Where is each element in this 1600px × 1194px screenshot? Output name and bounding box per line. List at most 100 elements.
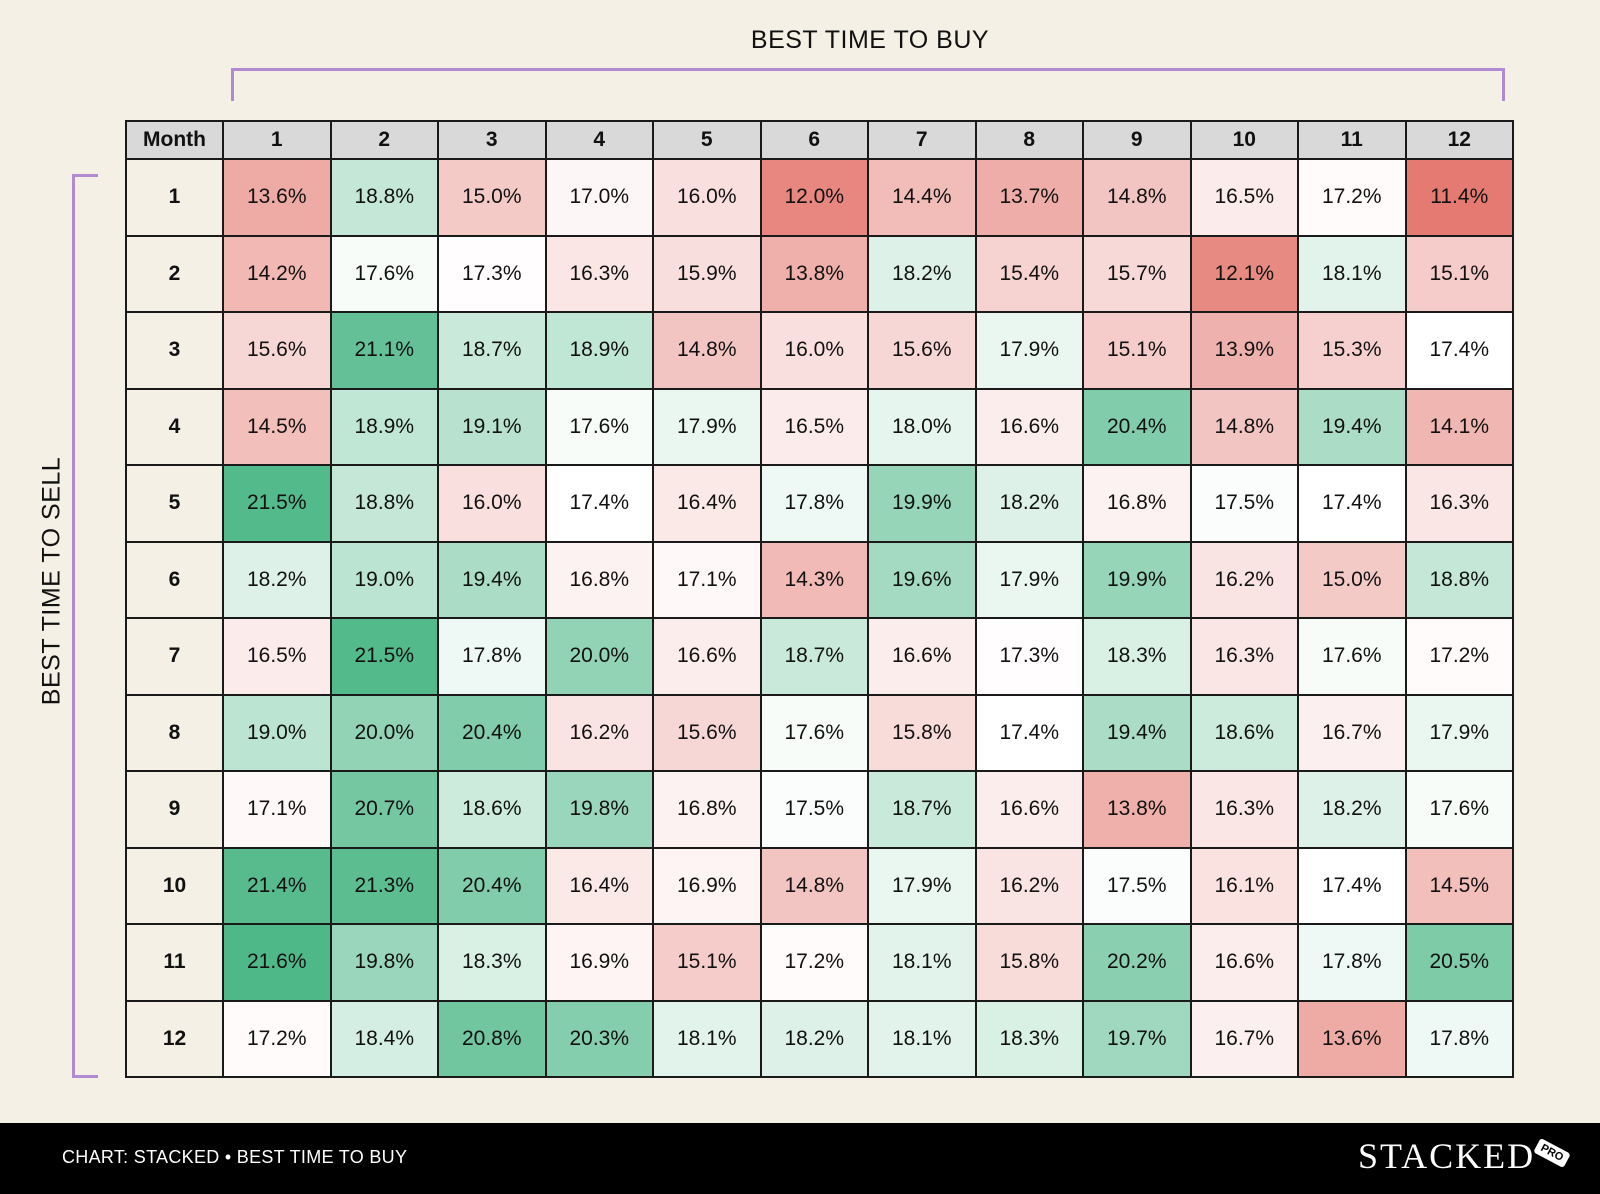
heatmap-cell: 14.2%	[222, 234, 332, 313]
heatmap-cell: 19.4%	[1082, 693, 1192, 772]
heatmap-cell: 17.4%	[544, 464, 654, 543]
heatmap-cell: 16.4%	[652, 464, 762, 543]
source-credit: CHART: STACKED • BEST TIME TO BUY	[62, 1147, 408, 1167]
heatmap-cell: 16.6%	[974, 770, 1084, 849]
heatmap-cell: 20.2%	[1082, 923, 1192, 1002]
table-row: 9 17.1% 20.7% 18.6% 19.8% 16.8% 17.5% 18.7% 16.6…	[125, 770, 1514, 849]
heatmap-cell: 16.8%	[1082, 464, 1192, 543]
heatmap-cell: 15.6%	[652, 693, 762, 772]
row-header: 4	[125, 387, 224, 466]
heatmap-cell: 19.6%	[867, 540, 977, 619]
heatmap-cell: 16.3%	[1404, 464, 1514, 543]
heatmap-cell: 18.6%	[437, 770, 547, 849]
heatmap-cell: 18.3%	[437, 923, 547, 1002]
heatmap-cell: 18.9%	[544, 311, 654, 390]
y-axis-bracket	[72, 174, 98, 1078]
column-header: 8	[974, 120, 1084, 160]
heatmap-cell: 17.2%	[222, 999, 332, 1078]
heatmap-cell: 15.9%	[652, 234, 762, 313]
heatmap-cell: 17.9%	[974, 540, 1084, 619]
heatmap-cell: 18.0%	[867, 387, 977, 466]
heatmap-cell: 15.1%	[1082, 311, 1192, 390]
column-header: 10	[1189, 120, 1299, 160]
heatmap-cell: 20.0%	[329, 693, 439, 772]
heatmap-cell: 21.5%	[329, 617, 439, 696]
heatmap-table: Month 1 2 3 4 5 6 7 8 9 10 11 12 1 13.6% 18.8% 15.0% 17…	[125, 120, 1514, 1078]
heatmap-cell: 21.6%	[222, 923, 332, 1002]
heatmap-cell: 18.2%	[759, 999, 869, 1078]
heatmap-cell: 14.8%	[1189, 387, 1299, 466]
heatmap-cell: 16.5%	[759, 387, 869, 466]
pro-badge: PRO	[1533, 1137, 1571, 1169]
row-header: 8	[125, 693, 224, 772]
heatmap-cell: 18.3%	[1082, 617, 1192, 696]
footer-bar: CHART: STACKED • BEST TIME TO BUY STACKE…	[0, 1123, 1600, 1194]
column-header: 6	[759, 120, 869, 160]
heatmap-cell: 18.2%	[867, 234, 977, 313]
brand-logo: STACKED	[1358, 1136, 1536, 1176]
heatmap-cell: 17.4%	[974, 693, 1084, 772]
heatmap-cell: 17.1%	[652, 540, 762, 619]
heatmap-cell: 17.0%	[544, 158, 654, 237]
heatmap-cell: 16.2%	[974, 846, 1084, 925]
heatmap-cell: 19.1%	[437, 387, 547, 466]
heatmap-cell: 17.4%	[1297, 846, 1407, 925]
row-header: 6	[125, 540, 224, 619]
heatmap-cell: 14.8%	[652, 311, 762, 390]
heatmap-cell: 12.0%	[759, 158, 869, 237]
heatmap-cell: 18.2%	[222, 540, 332, 619]
heatmap-cell: 15.1%	[1404, 234, 1514, 313]
heatmap-cell: 14.5%	[222, 387, 332, 466]
heatmap-cell: 14.3%	[759, 540, 869, 619]
column-header: 12	[1404, 120, 1514, 160]
heatmap-cell: 17.5%	[1189, 464, 1299, 543]
corner-header: Month	[125, 120, 224, 160]
heatmap-cell: 13.8%	[759, 234, 869, 313]
row-header: 3	[125, 311, 224, 390]
heatmap-cell: 21.1%	[329, 311, 439, 390]
table-row: 3 15.6% 21.1% 18.7% 18.9% 14.8% 16.0% 15.6% 17.9…	[125, 311, 1514, 390]
heatmap-cell: 16.3%	[1189, 617, 1299, 696]
column-header: 11	[1297, 120, 1407, 160]
heatmap-cell: 19.7%	[1082, 999, 1192, 1078]
table-row: 8 19.0% 20.0% 20.4% 16.2% 15.6% 17.6% 15.8% 17.4…	[125, 693, 1514, 772]
column-header: 5	[652, 120, 762, 160]
heatmap-cell: 20.4%	[1082, 387, 1192, 466]
heatmap-cell: 15.4%	[974, 234, 1084, 313]
heatmap-cell: 17.6%	[1404, 770, 1514, 849]
heatmap-cell: 12.1%	[1189, 234, 1299, 313]
heatmap-cell: 18.3%	[974, 999, 1084, 1078]
heatmap-cell: 19.9%	[867, 464, 977, 543]
heatmap-cell: 20.4%	[437, 846, 547, 925]
heatmap-cell: 14.4%	[867, 158, 977, 237]
row-header: 1	[125, 158, 224, 237]
row-header: 10	[125, 846, 224, 925]
heatmap-cell: 17.3%	[437, 234, 547, 313]
heatmap-cell: 19.0%	[329, 540, 439, 619]
heatmap-cell: 16.6%	[652, 617, 762, 696]
heatmap-cell: 16.6%	[1189, 923, 1299, 1002]
heatmap-cell: 17.3%	[974, 617, 1084, 696]
heatmap-cell: 17.4%	[1297, 464, 1407, 543]
heatmap-cell: 16.7%	[1297, 693, 1407, 772]
heatmap-cell: 18.8%	[329, 464, 439, 543]
column-header: 4	[544, 120, 654, 160]
heatmap-cell: 13.6%	[222, 158, 332, 237]
heatmap-cell: 17.2%	[759, 923, 869, 1002]
heatmap-cell: 19.8%	[329, 923, 439, 1002]
heatmap-cell: 19.4%	[1297, 387, 1407, 466]
heatmap-cell: 17.2%	[1297, 158, 1407, 237]
heatmap-cell: 17.9%	[867, 846, 977, 925]
heatmap-cell: 18.4%	[329, 999, 439, 1078]
heatmap-cell: 14.1%	[1404, 387, 1514, 466]
heatmap-cell: 16.1%	[1189, 846, 1299, 925]
table-row: 7 16.5% 21.5% 17.8% 20.0% 16.6% 18.7% 16.6% 17.3…	[125, 617, 1514, 696]
heatmap-cell: 19.9%	[1082, 540, 1192, 619]
heatmap-body: 1 13.6% 18.8% 15.0% 17.0% 16.0% 12.0% 14.4% 13.7…	[125, 158, 1514, 1078]
heatmap-cell: 17.2%	[1404, 617, 1514, 696]
heatmap-cell: 17.9%	[652, 387, 762, 466]
heatmap-cell: 18.1%	[652, 999, 762, 1078]
heatmap-cell: 20.3%	[544, 999, 654, 1078]
table-row: 1 13.6% 18.8% 15.0% 17.0% 16.0% 12.0% 14.4% 13.7…	[125, 158, 1514, 237]
table-row: 2 14.2% 17.6% 17.3% 16.3% 15.9% 13.8% 18.2% 15.4…	[125, 234, 1514, 313]
